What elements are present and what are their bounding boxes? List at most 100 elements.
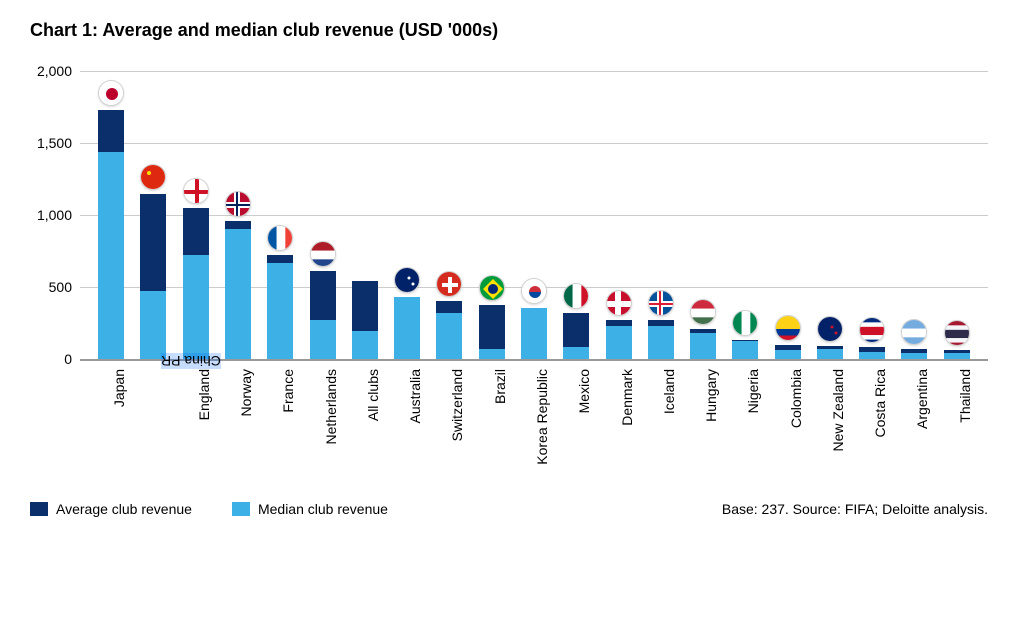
bar-stack <box>563 313 589 359</box>
bar-segment-median <box>859 352 885 359</box>
bar-group <box>259 71 301 359</box>
bar-stack <box>436 301 462 359</box>
flag-icon <box>183 178 209 204</box>
bar-group <box>428 71 470 359</box>
y-tick-label: 2,000 <box>27 63 72 79</box>
flag-icon <box>563 283 589 309</box>
bar-group <box>724 71 766 359</box>
bar-segment-median <box>479 349 505 359</box>
flag-icon <box>394 267 420 293</box>
flag-icon <box>775 315 801 341</box>
bar-stack <box>775 345 801 360</box>
y-tick-label: 1,000 <box>27 207 72 223</box>
bar-segment-median <box>183 255 209 359</box>
bar-group <box>809 71 851 359</box>
bar-group <box>132 71 174 359</box>
bar-stack <box>732 340 758 359</box>
bar-stack <box>521 308 547 359</box>
bar-segment-median <box>352 331 378 359</box>
bar-group <box>851 71 893 359</box>
bar-stack <box>394 297 420 359</box>
bar-group <box>936 71 978 359</box>
bar-stack <box>690 329 716 359</box>
bar-group <box>344 71 386 359</box>
bar-group <box>513 71 555 359</box>
bar-segment-median <box>901 353 927 359</box>
bar-segment-median <box>267 263 293 359</box>
bar-group <box>597 71 639 359</box>
bar-segment-average <box>225 221 251 228</box>
chart-container: 05001,0001,5002,000 JapanChina PREngland… <box>80 71 988 491</box>
bar-segment-median <box>225 229 251 360</box>
bar-stack <box>944 350 970 359</box>
flag-icon <box>98 80 124 106</box>
bar-segment-average <box>183 208 209 254</box>
flag-icon <box>310 241 336 267</box>
bar-group <box>386 71 428 359</box>
bar-segment-median <box>775 350 801 359</box>
bar-group <box>555 71 597 359</box>
y-tick-label: 1,500 <box>27 135 72 151</box>
bar-segment-median <box>817 349 843 359</box>
bar-stack <box>901 349 927 359</box>
bar-stack <box>859 347 885 359</box>
bar-stack <box>140 194 166 359</box>
bar-segment-median <box>563 347 589 359</box>
legend-item: Median club revenue <box>232 501 388 517</box>
bar-segment-average <box>436 301 462 313</box>
bar-segment-median <box>394 297 420 359</box>
bar-stack <box>98 110 124 359</box>
plot-area: 05001,0001,5002,000 <box>80 71 988 361</box>
y-axis: 05001,0001,5002,000 <box>30 71 80 359</box>
bar-segment-average <box>140 194 166 291</box>
bar-segment-median <box>944 353 970 359</box>
bar-segment-median <box>436 313 462 359</box>
bar-group <box>893 71 935 359</box>
bar-group <box>682 71 724 359</box>
bar-segment-average <box>310 271 336 320</box>
bar-stack <box>310 271 336 359</box>
bar-segment-median <box>648 326 674 359</box>
legend-label: Average club revenue <box>56 501 192 517</box>
flag-icon <box>944 320 970 346</box>
bar-stack <box>648 320 674 359</box>
bar-segment-median <box>606 326 632 359</box>
bar-group <box>217 71 259 359</box>
source-text: Base: 237. Source: FIFA; Deloitte analys… <box>722 501 988 517</box>
bar-segment-median <box>521 308 547 359</box>
bar-segment-median <box>98 152 124 359</box>
y-tick-label: 0 <box>27 351 72 367</box>
flag-icon <box>521 278 547 304</box>
bar-stack <box>817 346 843 359</box>
highlighted-label: China PR <box>161 353 221 369</box>
flag-icon <box>140 164 166 190</box>
bar-segment-average <box>98 110 124 152</box>
legend-label: Median club revenue <box>258 501 388 517</box>
legend-swatch <box>232 502 250 516</box>
flag-icon <box>648 290 674 316</box>
chart-title: Chart 1: Average and median club revenue… <box>30 20 988 41</box>
bar-segment-average <box>352 281 378 332</box>
flag-icon <box>436 271 462 297</box>
bar-group <box>90 71 132 359</box>
bar-group <box>767 71 809 359</box>
bar-stack <box>479 305 505 359</box>
bar-group <box>471 71 513 359</box>
flag-icon <box>479 275 505 301</box>
flag-icon <box>859 317 885 343</box>
bar-segment-median <box>140 291 166 359</box>
legend-item: Average club revenue <box>30 501 192 517</box>
flag-icon <box>901 319 927 345</box>
bars-wrap <box>80 71 988 359</box>
bar-segment-median <box>690 333 716 359</box>
flag-icon <box>606 290 632 316</box>
flag-icon <box>732 310 758 336</box>
bar-segment-average <box>563 313 589 348</box>
bar-group <box>175 71 217 359</box>
bar-stack <box>183 208 209 359</box>
y-tick-label: 500 <box>27 279 72 295</box>
chart-footer: Average club revenueMedian club revenue … <box>30 501 988 517</box>
legend-swatch <box>30 502 48 516</box>
bar-stack <box>267 255 293 359</box>
legend: Average club revenue Median club revenue <box>30 501 388 517</box>
